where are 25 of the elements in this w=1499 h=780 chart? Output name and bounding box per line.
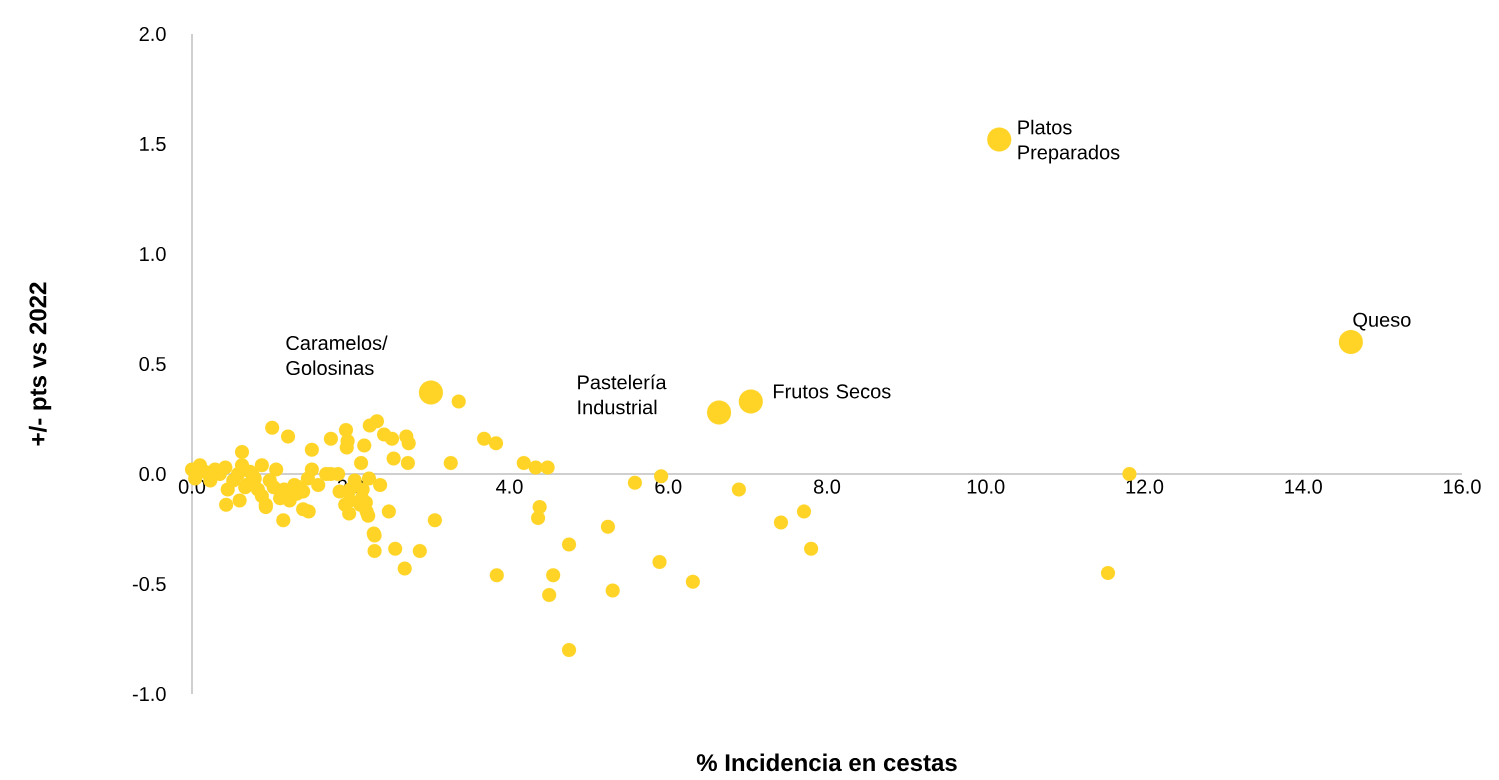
x-tick-label: 14.0 xyxy=(1285,479,1322,494)
y-tick-label: 2.0 xyxy=(139,26,166,42)
point xyxy=(1338,329,1363,355)
x-tick-label: 12.0 xyxy=(1126,479,1164,494)
x-tick-label: 16.0 xyxy=(1444,479,1481,494)
y-tick-label: -1.0 xyxy=(132,686,166,702)
annotation: Pastelería Industrial xyxy=(578,374,667,415)
y-axis-title: +/- pts vs 2022 xyxy=(28,282,52,446)
x-tick-label: 8.0 xyxy=(813,479,841,494)
x-tick-label: 4.0 xyxy=(496,479,523,494)
x-tick-label: 10.0 xyxy=(967,479,1005,494)
y-tick-label: 1.5 xyxy=(140,137,166,151)
point xyxy=(707,400,732,425)
point xyxy=(738,389,763,414)
point xyxy=(987,127,1012,152)
point xyxy=(418,380,443,405)
annotation: Caramelos/ Golosinas xyxy=(286,335,388,376)
annotation: Queso xyxy=(1353,312,1411,331)
y-tick-label: 1.0 xyxy=(140,246,166,262)
y-tick-label: 0.5 xyxy=(139,356,166,372)
y-tick-label: 0.0 xyxy=(139,466,166,482)
annotation: Frutos Secos xyxy=(773,384,891,399)
annotation: Platos Preparados xyxy=(1018,119,1120,164)
x-axis-title: % Incidencia en cestas xyxy=(696,753,957,772)
y-tick-label: -0.5 xyxy=(132,576,166,592)
